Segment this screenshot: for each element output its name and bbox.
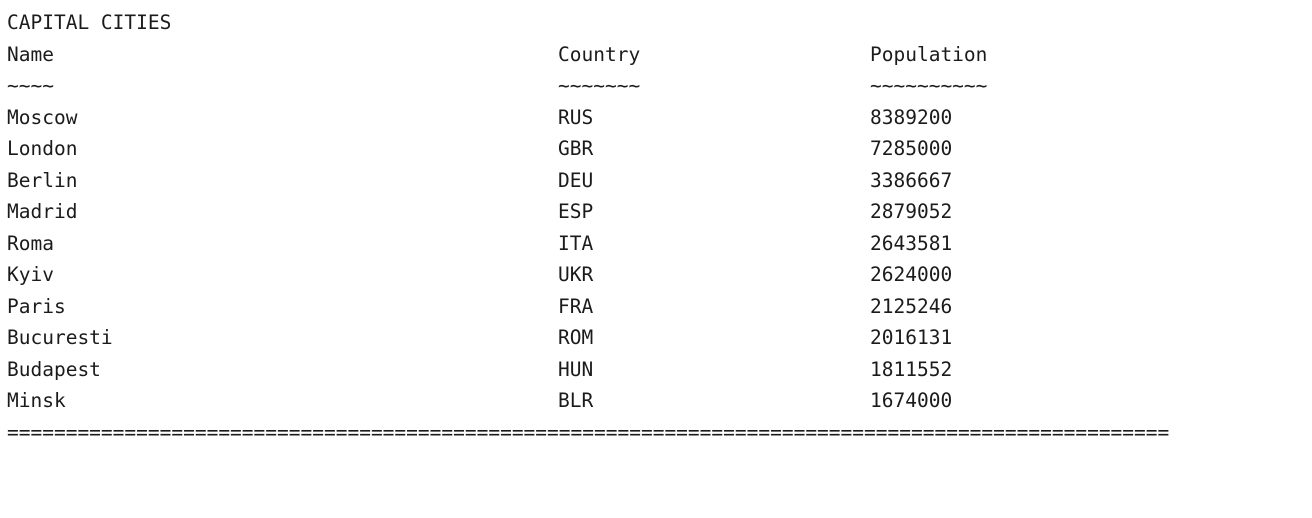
- country-code: ROM: [558, 326, 594, 349]
- table-row: Bucuresti ROM 2016131: [7, 325, 1297, 357]
- country-code: RUS: [558, 105, 594, 129]
- header-row: Name Country Population: [7, 42, 1297, 74]
- population-value: 2643581: [870, 231, 953, 255]
- table-row: London GBR 7285000: [7, 136, 1297, 168]
- population-value: 8389200: [870, 105, 953, 129]
- underline-name: ~~~~: [7, 74, 54, 97]
- city-name: Kyiv: [7, 263, 54, 286]
- population-value: 2879052: [870, 200, 953, 223]
- population-value: 1674000: [870, 389, 953, 412]
- underline-country: ~~~~~~~: [558, 74, 641, 97]
- table-row: Paris FRA 2125246: [7, 294, 1297, 326]
- header-name: Name: [7, 42, 54, 66]
- city-name: Madrid: [7, 200, 78, 223]
- country-code: UKR: [558, 263, 594, 286]
- header-underline-row: ~~~~ ~~~~~~~ ~~~~~~~~~~: [7, 73, 1297, 105]
- console-output: CAPITAL CITIES Name Country Population ~…: [7, 10, 1297, 451]
- country-code: ITA: [558, 231, 594, 255]
- population-value: 2125246: [870, 294, 953, 318]
- city-name: Minsk: [7, 389, 66, 412]
- population-value: 2624000: [870, 263, 953, 286]
- table-row: Berlin DEU 3386667: [7, 168, 1297, 200]
- city-name: Bucuresti: [7, 326, 113, 349]
- table-row: Kyiv UKR 2624000: [7, 262, 1297, 294]
- country-code: BLR: [558, 389, 594, 412]
- table-row: Minsk BLR 1674000: [7, 388, 1297, 420]
- population-value: 1811552: [870, 357, 953, 381]
- table-row: Moscow RUS 8389200: [7, 105, 1297, 137]
- table-row: Budapest HUN 1811552: [7, 357, 1297, 389]
- city-name: Budapest: [7, 357, 101, 381]
- footer-rule: ========================================…: [7, 420, 1170, 444]
- population-value: 2016131: [870, 326, 953, 349]
- country-code: HUN: [558, 357, 594, 381]
- header-country: Country: [558, 42, 641, 66]
- report-title: CAPITAL CITIES: [7, 11, 172, 34]
- country-code: GBR: [558, 137, 594, 160]
- population-value: 7285000: [870, 137, 953, 160]
- country-code: FRA: [558, 294, 594, 318]
- country-code: ESP: [558, 200, 594, 223]
- table-row: Roma ITA 2643581: [7, 231, 1297, 263]
- city-name: Moscow: [7, 105, 78, 129]
- city-name: Roma: [7, 231, 54, 255]
- header-population: Population: [870, 42, 988, 66]
- footer-rule-line: ========================================…: [7, 420, 1297, 452]
- underline-population: ~~~~~~~~~~: [870, 74, 988, 97]
- city-name: London: [7, 137, 78, 160]
- population-value: 3386667: [870, 168, 953, 192]
- report-title-line: CAPITAL CITIES: [7, 10, 1297, 42]
- table-row: Madrid ESP 2879052: [7, 199, 1297, 231]
- city-name: Berlin: [7, 168, 78, 192]
- city-name: Paris: [7, 294, 66, 318]
- country-code: DEU: [558, 168, 594, 192]
